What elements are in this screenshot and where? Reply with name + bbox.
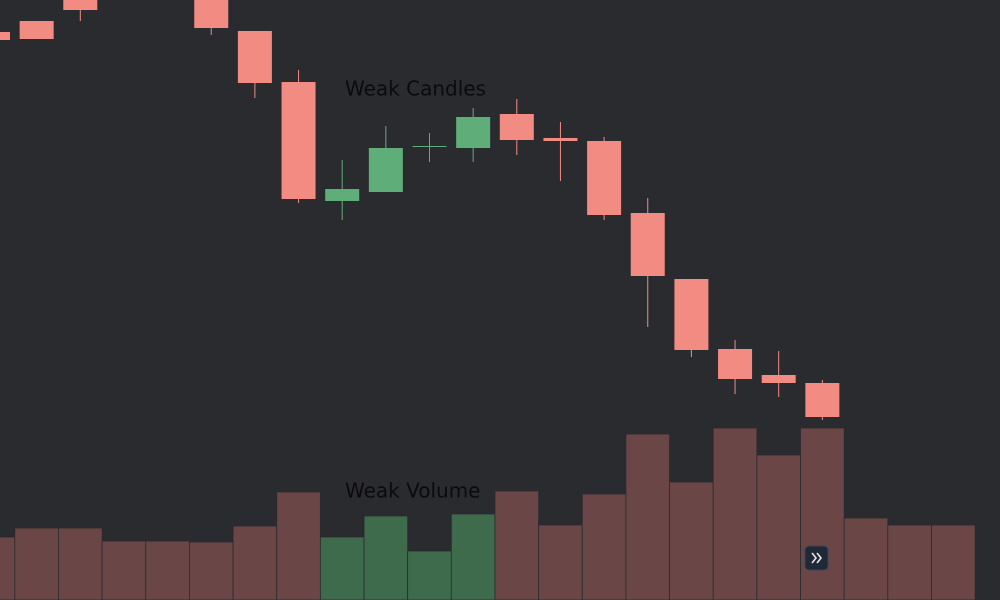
- volume-bar: [669, 481, 714, 600]
- volume-bar: [625, 433, 670, 600]
- volume-bar: [800, 427, 845, 600]
- volume-pane: [0, 427, 976, 600]
- volume-bar: [189, 541, 234, 600]
- candle-body: [237, 31, 272, 83]
- candle-body: [325, 189, 360, 201]
- candle-body: [718, 349, 753, 379]
- scroll-button[interactable]: [804, 545, 829, 571]
- candle-body: [674, 279, 709, 350]
- annotation: Weak Volume: [345, 479, 481, 503]
- volume-bar: [887, 524, 932, 600]
- candle-body: [368, 148, 403, 192]
- volume-bar: [581, 493, 627, 600]
- candle-body: [587, 141, 622, 215]
- candle-body: [543, 138, 578, 141]
- volume-bar: [363, 515, 409, 600]
- candle-body: [63, 0, 98, 10]
- volume-bar: [494, 490, 540, 600]
- volume-bar: [101, 540, 147, 600]
- volume-bar: [407, 550, 452, 600]
- volume-bar: [931, 524, 976, 600]
- volume-bar: [712, 427, 758, 600]
- candle-body: [19, 21, 54, 39]
- annotation: Weak Candles: [345, 77, 486, 101]
- volume-bar: [0, 536, 16, 600]
- volume-bar: [538, 524, 583, 600]
- volume-bar: [14, 527, 59, 600]
- volume-bar: [319, 536, 365, 600]
- volume-bar: [756, 454, 801, 600]
- volume-bar: [843, 517, 889, 600]
- candle-body: [805, 383, 840, 417]
- volume-bar: [450, 513, 496, 600]
- candle-body: [194, 0, 229, 28]
- volume-bar: [145, 540, 190, 600]
- candle-body: [499, 114, 534, 140]
- candle-body: [456, 117, 491, 148]
- volume-bar: [58, 527, 103, 600]
- candle-body: [281, 82, 316, 199]
- volume-bar: [232, 525, 278, 600]
- candle-body: [761, 375, 796, 383]
- volume-bar: [276, 491, 321, 600]
- price-pane: [0, 0, 840, 420]
- candle-body: [412, 146, 447, 147]
- candle-body: [0, 32, 10, 40]
- candle-body: [630, 213, 665, 276]
